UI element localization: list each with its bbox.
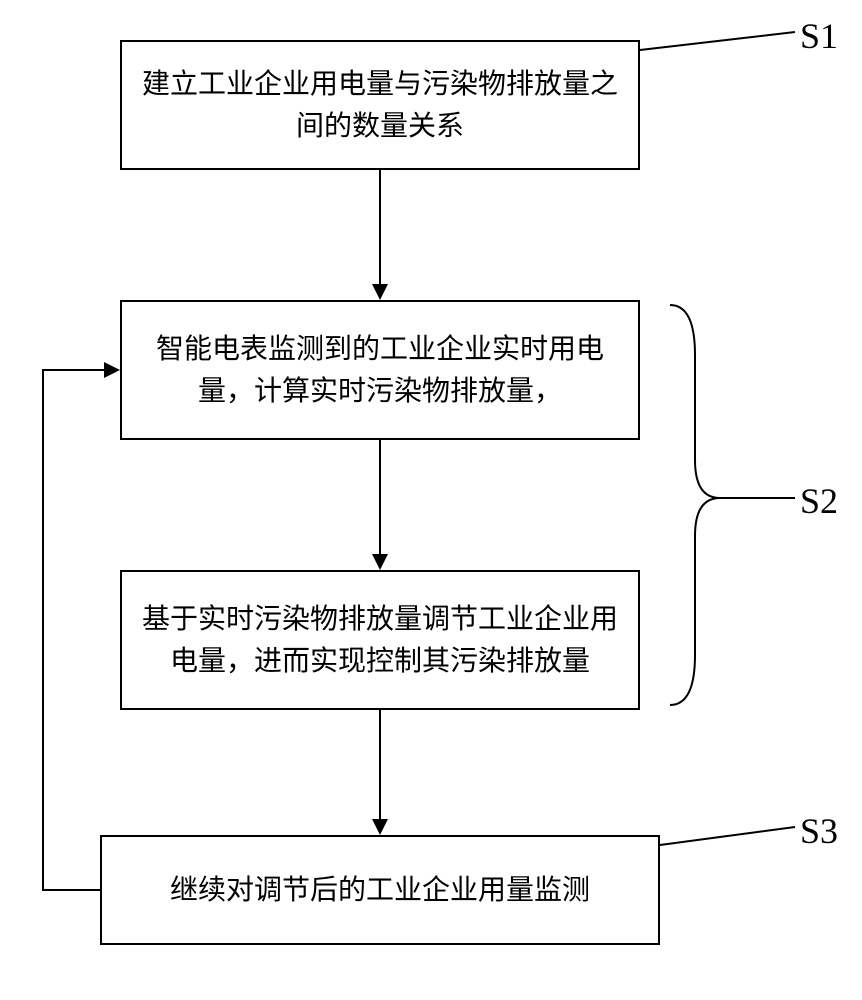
box-s2a: 智能电表监测到的工业企业实时用电量，计算实时污染物排放量， (120, 300, 640, 440)
box-s2b: 基于实时污染物排放量调节工业企业用电量，进而实现控制其污染排放量 (120, 570, 640, 710)
box-s2a-text: 智能电表监测到的工业企业实时用电量，计算实时污染物排放量， (134, 328, 626, 412)
box-s3-text: 继续对调节后的工业企业用量监测 (170, 869, 590, 911)
arrow-3-4-line (379, 710, 381, 819)
label-s1: S1 (800, 15, 838, 57)
box-s1-text: 建立工业企业用电量与污染物排放量之间的数量关系 (134, 63, 626, 147)
label-s3: S3 (800, 810, 838, 852)
box-s1: 建立工业企业用电量与污染物排放量之间的数量关系 (120, 40, 640, 170)
arrow-1-2-head (372, 284, 388, 300)
feedback-h1 (42, 889, 100, 891)
arrow-1-2-line (379, 170, 381, 284)
feedback-v (42, 370, 44, 891)
arrow-2-3-line (379, 440, 381, 554)
feedback-h2 (42, 369, 104, 371)
box-s2b-text: 基于实时污染物排放量调节工业企业用电量，进而实现控制其污染排放量 (134, 598, 626, 682)
feedback-head (104, 362, 120, 378)
label-s2: S2 (800, 480, 838, 522)
arrow-3-4-head (372, 819, 388, 835)
arrow-2-3-head (372, 554, 388, 570)
box-s3: 继续对调节后的工业企业用量监测 (100, 835, 660, 945)
